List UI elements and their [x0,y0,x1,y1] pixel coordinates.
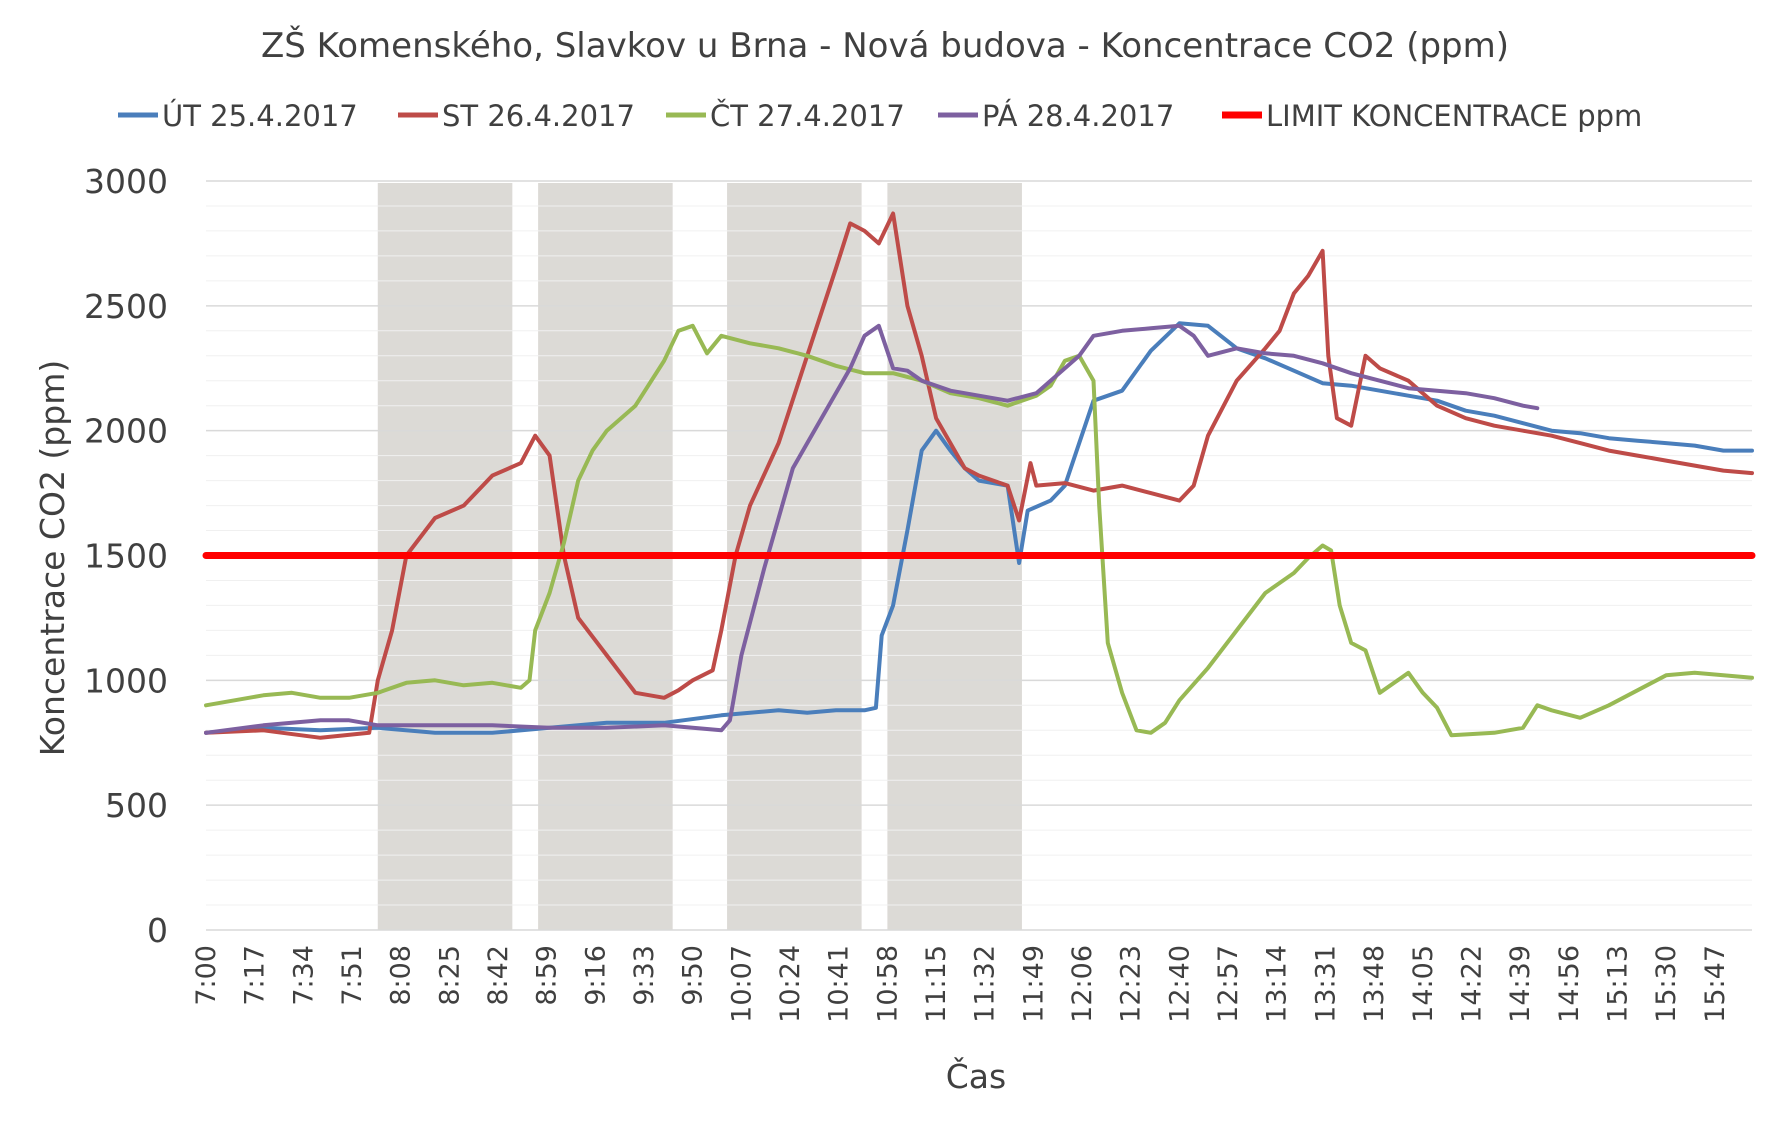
x-tick-7-34: 7:34 [288,945,319,1006]
x-tick-7-51: 7:51 [337,945,368,1006]
y-tick-2500: 2500 [84,287,168,326]
series-line-ut-25-4-2017 [204,321,1754,735]
x-tick-9-50: 9:50 [678,945,709,1006]
x-tick-14-22: 14:22 [1456,945,1487,1023]
x-tick-11-49: 11:49 [1018,945,1049,1023]
x-tick-10-41: 10:41 [824,945,855,1023]
x-tick-7-00: 7:00 [191,945,222,1006]
y-tick-1500: 1500 [84,537,168,576]
y-tick-0: 0 [147,911,168,950]
y-tick-2000: 2000 [84,412,168,451]
series-lines [202,211,1756,740]
x-tick-8-59: 8:59 [532,945,563,1006]
x-tick-7-17: 7:17 [240,945,271,1006]
x-tick-12-40: 12:40 [1164,945,1195,1023]
y-tick-3000: 3000 [84,162,168,201]
series-line-ct-27-4-2017 [204,323,1754,738]
x-tick-8-08: 8:08 [386,945,417,1006]
gridlines [206,180,1752,931]
x-tick-8-25: 8:25 [434,945,465,1006]
series-line-st-26-4-2017 [204,211,1754,740]
x-tick-12-57: 12:57 [1213,945,1244,1023]
x-tick-13-31: 13:31 [1310,945,1341,1023]
x-tick-12-23: 12:23 [1116,945,1147,1023]
x-tick-10-24: 10:24 [775,945,806,1023]
x-tick-13-48: 13:48 [1359,945,1390,1023]
x-tick-15-13: 15:13 [1602,945,1633,1023]
chart-title: ZŠ Komenského, Slavkov u Brna - Nová bud… [261,25,1509,66]
x-tick-13-14: 13:14 [1262,945,1293,1023]
y-tick-500: 500 [105,786,168,825]
x-axis-ticks: 7:00 7:17 7:34 7:51 8:08 8:25 8:42 8:59 9:16 9:33… [191,945,1731,1023]
y-tick-1000: 1000 [84,661,168,700]
x-tick-8-42: 8:42 [483,945,514,1006]
legend: ÚT 25.4.2017 ST 26.4.2017 ČT 27.4.2017 PÁ 2… [118,99,1642,133]
x-tick-10-58: 10:58 [872,945,903,1023]
legend-label-ct-27-4-2017: ČT 27.4.2017 [710,99,905,133]
series-line-pa-28-4-2017 [204,323,1540,735]
x-tick-15-47: 15:47 [1700,945,1731,1023]
x-tick-11-15: 11:15 [921,945,952,1023]
x-tick-12-06: 12:06 [1067,945,1098,1023]
y-axis-label: Koncentrace CO2 (ppm) [33,360,72,756]
x-tick-9-33: 9:33 [629,945,660,1006]
x-axis-label: Čas [946,1056,1006,1096]
legend-label-ut-25-4-2017: ÚT 25.4.2017 [162,99,358,133]
legend-label-limit-koncentrace-ppm: LIMIT KONCENTRACE ppm [1266,99,1642,133]
x-tick-14-39: 14:39 [1505,945,1536,1023]
legend-label-st-26-4-2017: ST 26.4.2017 [442,99,635,133]
x-tick-15-30: 15:30 [1651,945,1682,1023]
y-axis-ticks: 0 500 1000 1500 2000 2500 3000 [84,162,168,950]
x-tick-14-56: 14:56 [1554,945,1585,1023]
x-tick-11-32: 11:32 [970,945,1001,1023]
x-tick-10-07: 10:07 [726,945,757,1023]
legend-label-pa-28-4-2017: PÁ 28.4.2017 [982,99,1174,133]
x-tick-9-16: 9:16 [580,945,611,1006]
x-tick-14-05: 14:05 [1408,945,1439,1023]
